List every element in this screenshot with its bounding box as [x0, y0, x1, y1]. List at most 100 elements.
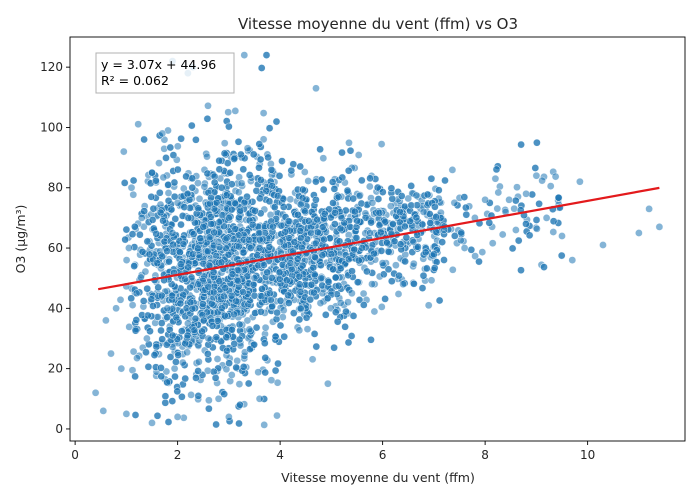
data-point	[319, 154, 328, 163]
chart-title: Vitesse moyenne du vent (ffm) vs O3	[238, 15, 518, 33]
data-point	[549, 217, 558, 226]
data-point	[266, 289, 274, 298]
data-point	[599, 241, 607, 249]
data-point	[295, 272, 304, 281]
data-point	[131, 411, 140, 419]
data-point	[177, 134, 185, 143]
data-point	[293, 254, 302, 263]
data-point	[349, 194, 358, 203]
y-tick-label: 80	[48, 181, 63, 195]
data-point	[264, 153, 272, 162]
data-point	[492, 165, 501, 174]
data-point	[249, 150, 258, 159]
data-point	[200, 182, 209, 191]
data-point	[226, 168, 234, 177]
data-point	[284, 299, 293, 307]
data-point	[491, 174, 500, 183]
data-point	[225, 413, 233, 421]
data-point	[207, 220, 215, 228]
data-point	[517, 266, 525, 275]
data-point	[366, 174, 374, 183]
data-point	[336, 224, 345, 233]
data-point	[164, 196, 173, 205]
data-point	[204, 334, 213, 343]
data-point	[243, 316, 252, 325]
data-point	[172, 313, 181, 322]
data-point	[230, 339, 239, 348]
data-point	[266, 296, 275, 304]
x-tick-label: 8	[481, 448, 489, 462]
data-point	[213, 355, 222, 363]
data-point	[261, 323, 270, 332]
data-point	[252, 323, 261, 332]
data-point	[384, 265, 393, 274]
data-point	[324, 278, 333, 286]
data-point	[99, 407, 108, 415]
data-point	[152, 229, 161, 238]
data-point	[462, 203, 470, 212]
data-point	[203, 114, 212, 123]
data-point	[234, 276, 243, 285]
data-point	[259, 109, 268, 117]
data-point	[394, 290, 403, 298]
data-point	[196, 234, 205, 243]
data-point	[418, 220, 427, 229]
data-point	[386, 202, 395, 210]
data-point	[125, 244, 133, 252]
data-point	[438, 238, 447, 246]
data-point	[298, 185, 307, 194]
data-point	[206, 199, 214, 208]
data-point	[194, 204, 203, 213]
data-point	[282, 276, 291, 285]
data-point	[413, 242, 422, 251]
data-point	[262, 187, 271, 195]
data-point	[278, 157, 286, 165]
data-point	[375, 221, 384, 229]
data-point	[397, 192, 406, 200]
data-point	[277, 221, 286, 230]
data-point	[427, 276, 436, 285]
data-point	[312, 84, 320, 93]
data-point	[535, 199, 543, 208]
data-point	[540, 263, 548, 271]
data-point	[549, 228, 558, 236]
data-point	[335, 237, 344, 246]
data-point	[239, 248, 248, 257]
data-point	[158, 335, 167, 344]
data-point	[157, 326, 165, 335]
data-point	[284, 291, 292, 300]
data-point	[313, 228, 322, 237]
data-point	[227, 291, 236, 300]
data-point	[156, 208, 165, 217]
data-point	[184, 214, 193, 222]
data-point	[262, 51, 271, 59]
data-point	[312, 239, 320, 248]
data-point	[377, 140, 386, 148]
data-point	[260, 421, 269, 429]
data-point	[462, 210, 471, 219]
data-point	[120, 179, 129, 187]
data-point	[183, 331, 192, 340]
data-point	[303, 325, 312, 333]
data-point	[655, 223, 664, 231]
data-point	[176, 260, 185, 268]
data-point	[551, 172, 560, 181]
data-point	[276, 321, 285, 330]
data-point	[387, 184, 396, 193]
data-point	[230, 310, 238, 319]
data-point	[460, 244, 469, 252]
data-point	[554, 193, 563, 202]
data-point	[214, 394, 223, 403]
data-point	[471, 252, 479, 260]
data-point	[345, 138, 353, 147]
data-point	[344, 338, 353, 347]
data-point	[250, 274, 259, 283]
data-point	[225, 214, 233, 222]
data-point	[181, 339, 190, 348]
data-point	[288, 265, 296, 274]
data-point	[107, 349, 115, 358]
data-point	[206, 213, 215, 221]
data-point	[276, 238, 284, 246]
data-point	[203, 247, 212, 255]
data-point	[409, 259, 418, 268]
